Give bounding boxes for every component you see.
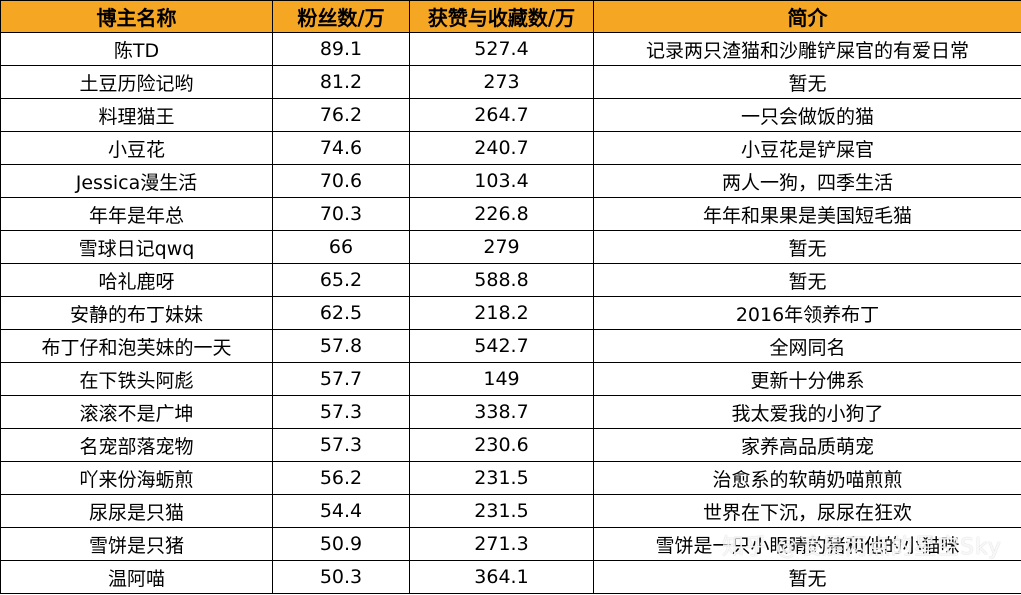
header-followers: 粉丝数/万 (272, 0, 410, 33)
table-body: 陈TD 89.1 527.4 记录两只渣猫和沙雕铲屎官的有爱日常 土豆历险记哟 … (0, 32, 1021, 594)
cell-likes-favorites: 527.4 (409, 32, 594, 66)
table-row: 料理猫王 76.2 264.7 一只会做饭的猫 (0, 98, 1021, 132)
cell-blogger-name: 温阿喵 (0, 560, 273, 594)
cell-blogger-name: 滚滚不是广坤 (0, 395, 273, 429)
cell-followers: 81.2 (272, 65, 410, 99)
cell-followers: 62.5 (272, 296, 410, 330)
cell-likes-favorites: 149 (409, 362, 594, 396)
table-header-row: 博主名称 粉丝数/万 获赞与收藏数/万 简介 (0, 0, 1021, 33)
cell-likes-favorites: 231.5 (409, 461, 594, 495)
cell-intro: 暂无 (593, 230, 1021, 264)
cell-intro: 更新十分佛系 (593, 362, 1021, 396)
cell-blogger-name: 尿尿是只猫 (0, 494, 273, 528)
cell-intro: 家养高品质萌宠 (593, 428, 1021, 462)
cell-followers: 65.2 (272, 263, 410, 297)
cell-intro: 雪饼是一只小眼睛的猪和他的小猫咪 (593, 527, 1021, 561)
cell-followers: 57.7 (272, 362, 410, 396)
cell-likes-favorites: 542.7 (409, 329, 594, 363)
cell-blogger-name: 土豆历险记哟 (0, 65, 273, 99)
cell-likes-favorites: 231.5 (409, 494, 594, 528)
cell-likes-favorites: 264.7 (409, 98, 594, 132)
cell-likes-favorites: 271.3 (409, 527, 594, 561)
cell-followers: 50.9 (272, 527, 410, 561)
table-row: 滚滚不是广坤 57.3 338.7 我太爱我的小狗了 (0, 395, 1021, 429)
cell-blogger-name: 安静的布丁妹妹 (0, 296, 273, 330)
cell-followers: 57.8 (272, 329, 410, 363)
cell-likes-favorites: 338.7 (409, 395, 594, 429)
cell-blogger-name: 雪饼是只猪 (0, 527, 273, 561)
cell-intro: 暂无 (593, 263, 1021, 297)
cell-blogger-name: 在下铁头阿彪 (0, 362, 273, 396)
cell-blogger-name: 陈TD (0, 32, 273, 66)
cell-blogger-name: 料理猫王 (0, 98, 273, 132)
cell-intro: 记录两只渣猫和沙雕铲屎官的有爱日常 (593, 32, 1021, 66)
table-row: 安静的布丁妹妹 62.5 218.2 2016年领养布丁 (0, 296, 1021, 330)
cell-followers: 66 (272, 230, 410, 264)
cell-intro: 全网同名 (593, 329, 1021, 363)
cell-blogger-name: 雪球日记qwq (0, 230, 273, 264)
cell-intro: 我太爱我的小狗了 (593, 395, 1021, 429)
cell-intro: 暂无 (593, 65, 1021, 99)
header-likes-favorites: 获赞与收藏数/万 (409, 0, 594, 33)
cell-likes-favorites: 273 (409, 65, 594, 99)
table-row: 在下铁头阿彪 57.7 149 更新十分佛系 (0, 362, 1021, 396)
cell-intro: 年年和果果是美国短毛猫 (593, 197, 1021, 231)
cell-intro: 小豆花是铲屎官 (593, 131, 1021, 165)
cell-likes-favorites: 226.8 (409, 197, 594, 231)
cell-likes-favorites: 588.8 (409, 263, 594, 297)
cell-likes-favorites: 103.4 (409, 164, 594, 198)
cell-likes-favorites: 218.2 (409, 296, 594, 330)
cell-followers: 70.3 (272, 197, 410, 231)
cell-intro: 一只会做饭的猫 (593, 98, 1021, 132)
table-row: 吖来份海蛎煎 56.2 231.5 治愈系的软萌奶喵煎煎 (0, 461, 1021, 495)
table-row: 小豆花 74.6 240.7 小豆花是铲屎官 (0, 131, 1021, 165)
cell-followers: 89.1 (272, 32, 410, 66)
cell-likes-favorites: 230.6 (409, 428, 594, 462)
cell-followers: 54.4 (272, 494, 410, 528)
cell-followers: 70.6 (272, 164, 410, 198)
cell-intro: 两人一狗，四季生活 (593, 164, 1021, 198)
table-row: 温阿喵 50.3 364.1 暂无 (0, 560, 1021, 594)
table-row: 布丁仔和泡芙妹的一天 57.8 542.7 全网同名 (0, 329, 1021, 363)
table-row: 雪球日记qwq 66 279 暂无 (0, 230, 1021, 264)
table-row: 土豆历险记哟 81.2 273 暂无 (0, 65, 1021, 99)
table-row: 名宠部落宠物 57.3 230.6 家养高品质萌宠 (0, 428, 1021, 462)
cell-intro: 暂无 (593, 560, 1021, 594)
header-intro: 简介 (593, 0, 1021, 33)
header-blogger-name: 博主名称 (0, 0, 273, 33)
table-row: 陈TD 89.1 527.4 记录两只渣猫和沙雕铲屎官的有爱日常 (0, 32, 1021, 66)
cell-followers: 56.2 (272, 461, 410, 495)
cell-blogger-name: 哈礼鹿呀 (0, 263, 273, 297)
cell-followers: 57.3 (272, 395, 410, 429)
cell-followers: 50.3 (272, 560, 410, 594)
table-row: 雪饼是只猪 50.9 271.3 雪饼是一只小眼睛的猪和他的小猫咪 (0, 527, 1021, 561)
cell-followers: 57.3 (272, 428, 410, 462)
cell-blogger-name: Jessica漫生活 (0, 164, 273, 198)
cell-intro: 世界在下沉，尿尿在狂欢 (593, 494, 1021, 528)
cell-likes-favorites: 364.1 (409, 560, 594, 594)
cell-blogger-name: 小豆花 (0, 131, 273, 165)
cell-intro: 2016年领养布丁 (593, 296, 1021, 330)
cell-blogger-name: 年年是年总 (0, 197, 273, 231)
cell-intro: 治愈系的软萌奶喵煎煎 (593, 461, 1021, 495)
cell-likes-favorites: 279 (409, 230, 594, 264)
cell-likes-favorites: 240.7 (409, 131, 594, 165)
cell-followers: 74.6 (272, 131, 410, 165)
table-row: Jessica漫生活 70.6 103.4 两人一狗，四季生活 (0, 164, 1021, 198)
table-row: 尿尿是只猫 54.4 231.5 世界在下沉，尿尿在狂欢 (0, 494, 1021, 528)
cell-blogger-name: 名宠部落宠物 (0, 428, 273, 462)
table-row: 哈礼鹿呀 65.2 588.8 暂无 (0, 263, 1021, 297)
cell-blogger-name: 布丁仔和泡芙妹的一天 (0, 329, 273, 363)
cell-followers: 76.2 (272, 98, 410, 132)
cell-blogger-name: 吖来份海蛎煎 (0, 461, 273, 495)
table-row: 年年是年总 70.3 226.8 年年和果果是美国短毛猫 (0, 197, 1021, 231)
